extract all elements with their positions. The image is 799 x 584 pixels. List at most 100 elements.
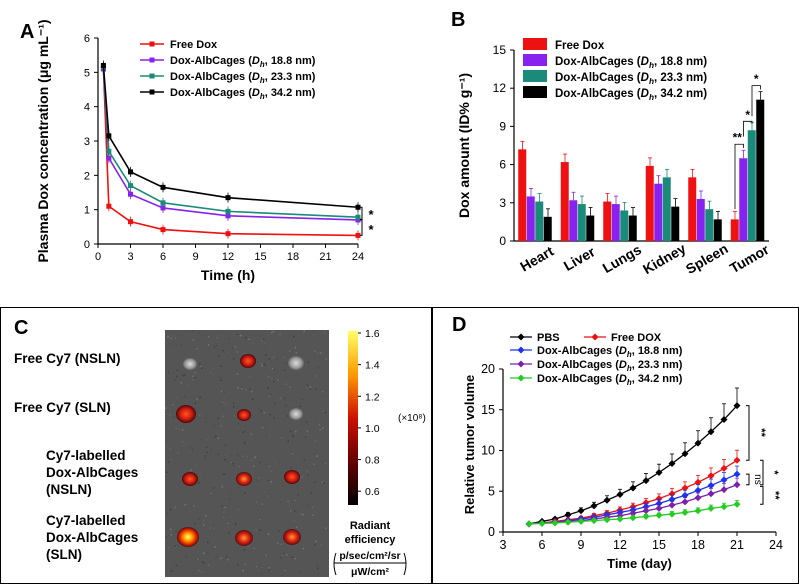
fluorescence-spot [284,470,300,484]
noise [203,552,205,554]
noise [290,466,292,469]
data-point [225,208,231,214]
noise [242,569,244,572]
data-point [629,484,637,492]
noise [293,520,295,522]
bar [611,204,620,241]
x-tick-label: 18 [691,538,705,552]
noise [190,448,192,450]
noise [253,456,256,459]
data-point [681,498,689,506]
noise [263,491,265,494]
noise [266,495,269,497]
bar [586,215,595,241]
data-point [616,515,624,523]
noise [213,487,215,489]
noise [238,486,241,489]
noise [196,464,198,466]
noise [215,530,218,532]
category-label: Kidney [640,240,689,277]
noise [170,337,172,339]
bar [705,209,714,241]
noise [181,344,183,346]
noise [208,474,211,477]
noise [287,500,289,503]
noise [215,344,218,347]
y-tick-label: 9 [499,119,506,133]
noise [242,431,244,434]
noise [311,506,314,509]
noise [173,398,175,400]
sig-star: * [368,222,374,237]
noise [228,337,230,340]
noise [268,435,271,437]
fluorescence-spot [288,356,304,370]
noise [237,386,239,389]
legend-label-2: Dox-AlbCages (Dh, 23.3 nm) [555,72,707,86]
noise [301,398,304,400]
noise [264,435,267,438]
data-point [128,183,133,189]
legend-label-2: Dox-AlbCages (Dh, 23.3 nm) [170,71,316,85]
noise [206,439,208,441]
x-tick-label: 0 [95,251,101,263]
noise [285,554,288,556]
legend-marker [149,89,155,95]
noise [227,523,229,526]
fluorescence-spot [182,472,198,486]
noise [202,509,205,511]
noise [176,375,178,378]
sig-label: ns [752,474,763,485]
noise [220,484,223,486]
noise [299,571,301,573]
noise [324,527,327,529]
noise [265,389,267,392]
x-tick-label: 18 [287,251,299,263]
noise [297,470,300,472]
noise [307,474,309,476]
bar [747,130,756,241]
noise [293,499,296,502]
noise [276,542,279,545]
noise [170,534,172,536]
noise [208,564,210,566]
noise [181,441,184,443]
row-label-4: Cy7-labelled Dox-AlbCages (SLN) [46,513,139,562]
data-point [707,504,715,512]
noise [311,496,314,498]
data-point [629,509,637,517]
noise [299,452,301,455]
noise [315,388,317,390]
noise [282,552,285,555]
noise [264,345,267,347]
data-point [603,516,611,524]
noise [237,508,240,511]
paren-left [333,552,337,576]
noise [181,444,184,447]
noise [313,463,315,466]
panel-c-letter: C [14,317,29,339]
noise [297,493,299,496]
noise [311,566,314,569]
noise [190,469,192,471]
noise [256,479,259,482]
noise [169,448,171,450]
y-axis-title: Dox amount (ID% g⁻¹) [456,73,472,218]
noise [176,369,178,372]
noise [173,416,175,418]
noise [268,358,271,360]
noise [271,377,273,380]
noise [309,388,312,390]
noise [201,571,203,573]
data-point [655,504,663,512]
noise [320,352,322,354]
noise [212,368,214,370]
data-point [642,499,650,507]
noise [253,465,255,468]
noise [309,443,311,446]
noise [179,341,182,344]
noise [307,504,310,507]
noise [295,430,297,433]
noise [276,358,279,361]
noise [232,464,235,467]
